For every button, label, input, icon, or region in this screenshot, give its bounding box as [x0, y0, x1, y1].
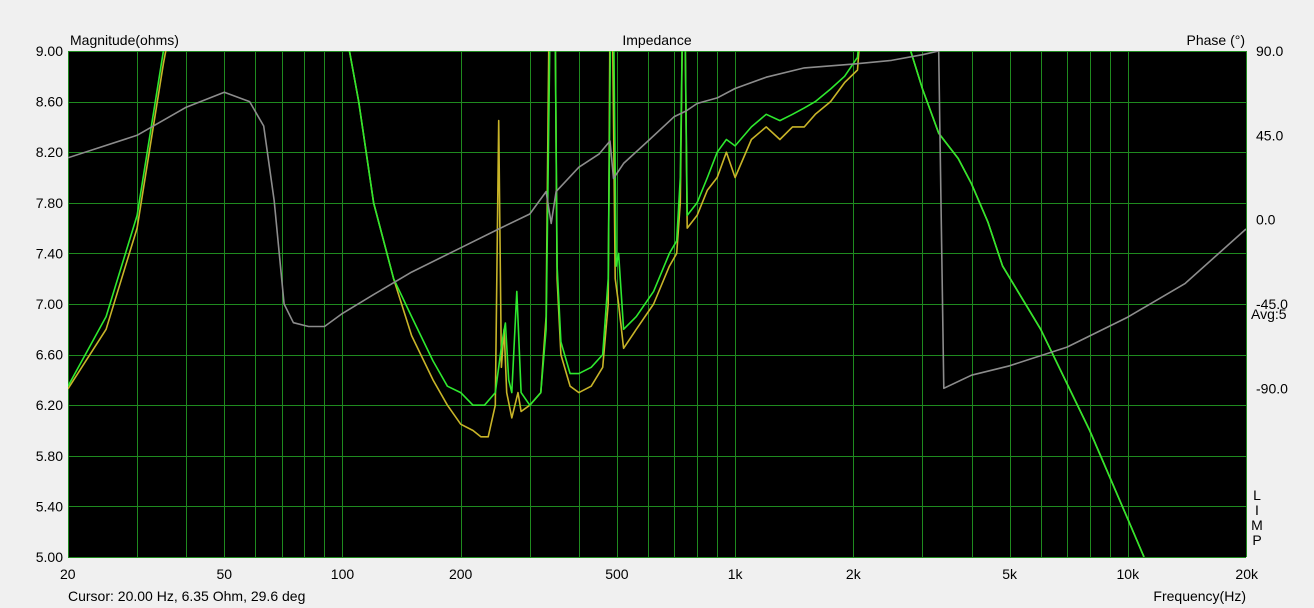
- y-axis-title: Magnitude(ohms): [70, 32, 179, 48]
- y-tick-label: 6.60: [36, 347, 63, 363]
- series-layer: [68, 51, 1246, 557]
- x-tick-label: 5k: [1002, 566, 1018, 582]
- x-tick-label: 500: [605, 566, 629, 582]
- y2-tick-label: 0.0: [1256, 212, 1276, 228]
- x-tick-label: 200: [449, 566, 473, 582]
- chart-title: Impedance: [622, 32, 692, 48]
- y-tick-label: 7.00: [36, 296, 63, 312]
- limp-letter-p: P: [1252, 532, 1262, 548]
- series-trace-a: [68, 51, 1145, 557]
- y2-tick-label: 90.0: [1256, 43, 1283, 59]
- limp-letter-l: L: [1253, 487, 1261, 503]
- y-tick-label: 8.20: [36, 144, 63, 160]
- tick-labels: 5.00 5.40 5.80 6.20 6.60 7.00 7.40 7.80 8.20 8.60…: [36, 43, 1288, 582]
- y-tick-label: 7.80: [36, 195, 63, 211]
- x-axis-title: Frequency(Hz): [1153, 588, 1246, 604]
- y2-tick-label: 45.0: [1256, 127, 1283, 143]
- y2-tick-label: -90.0: [1256, 380, 1288, 396]
- cursor-readout: Cursor: 20.00 Hz, 6.35 Ohm, 29.6 deg: [68, 588, 306, 604]
- series-phase: [68, 51, 1246, 390]
- x-tick-label: 10k: [1117, 566, 1141, 582]
- x-tick-label: 2k: [846, 566, 862, 582]
- limp-letter-i: I: [1255, 502, 1259, 518]
- y2-tick-label: -45.0: [1256, 296, 1288, 312]
- y-tick-label: 7.40: [36, 245, 63, 261]
- y-tick-label: 9.00: [36, 43, 63, 59]
- x-tick-label: 1k: [728, 566, 744, 582]
- x-tick-label: 50: [216, 566, 232, 582]
- grid-lines: [68, 51, 1247, 558]
- y2-axis-title: Phase (°): [1186, 32, 1245, 48]
- x-tick-label: 20k: [1235, 566, 1259, 582]
- limp-letter-m: M: [1251, 517, 1263, 533]
- x-tick-label: 20: [60, 566, 76, 582]
- y-tick-label: 5.80: [36, 448, 63, 464]
- y-tick-label: 5.40: [36, 498, 63, 514]
- y-tick-label: 5.00: [36, 549, 63, 565]
- y-tick-label: 6.20: [36, 397, 63, 413]
- x-tick-label: 100: [331, 566, 355, 582]
- series-trace-b: [68, 51, 1145, 557]
- y-tick-label: 8.60: [36, 94, 63, 110]
- average-label: Avg:5: [1251, 306, 1287, 322]
